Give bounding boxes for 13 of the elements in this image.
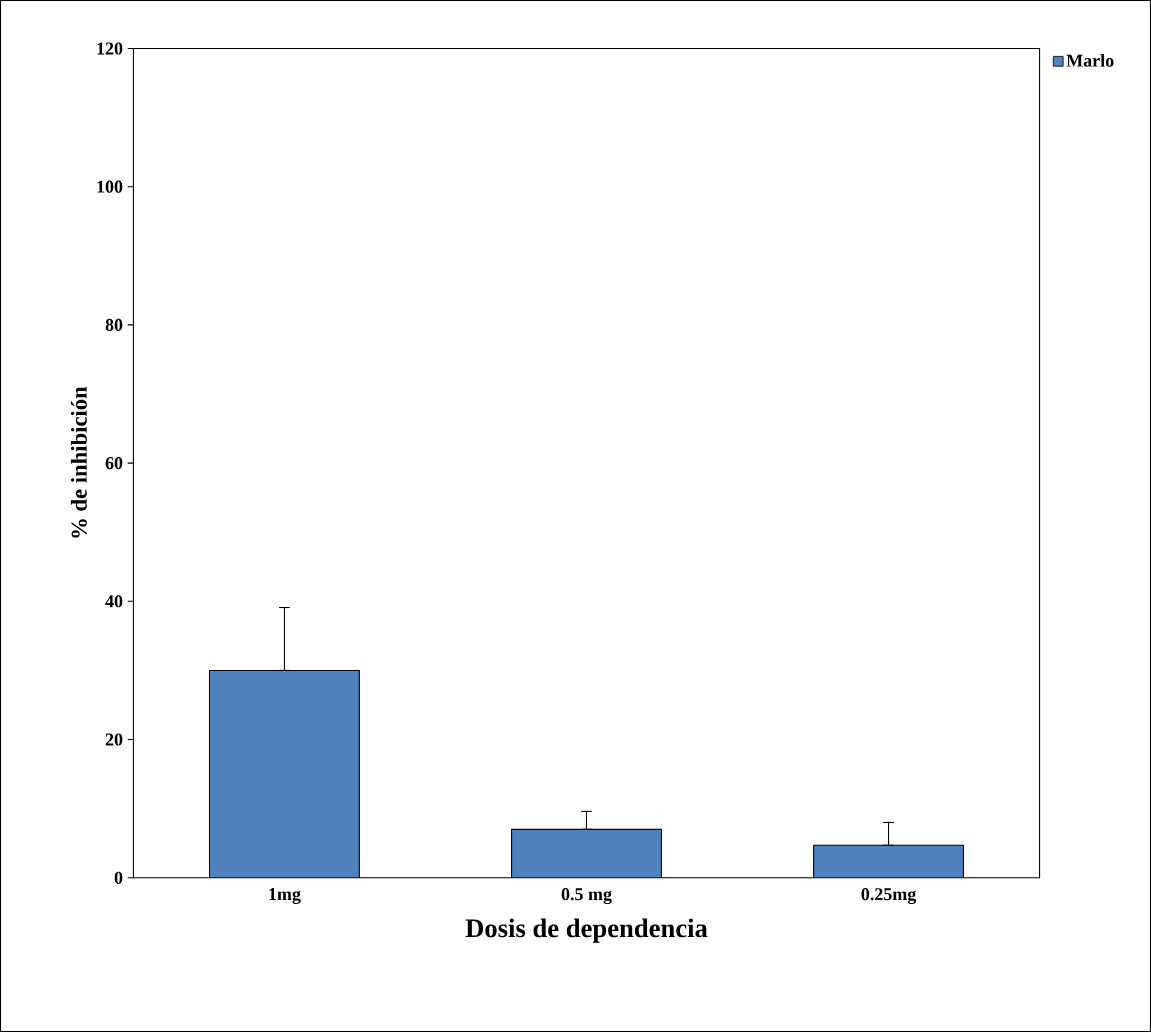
y-tick-label: 100	[97, 180, 123, 193]
y-tick-label: 20	[105, 733, 123, 746]
y-tick-label: 40	[105, 595, 123, 608]
y-tick-label: 80	[105, 318, 123, 331]
y-axis-title: % de inhibición	[70, 386, 87, 538]
x-tick-label: 0.5 mg	[561, 888, 612, 904]
x-axis-title: Dosis de dependencia	[465, 918, 708, 943]
legend-label: Marlo	[1066, 54, 1114, 67]
y-tick-label: 60	[105, 456, 123, 470]
y-tick-label: 0	[114, 871, 123, 884]
y-tick-label: 120	[97, 42, 123, 55]
x-tick-label: 1mg	[269, 888, 301, 904]
x-tick-label: 0.25mg	[861, 888, 917, 904]
